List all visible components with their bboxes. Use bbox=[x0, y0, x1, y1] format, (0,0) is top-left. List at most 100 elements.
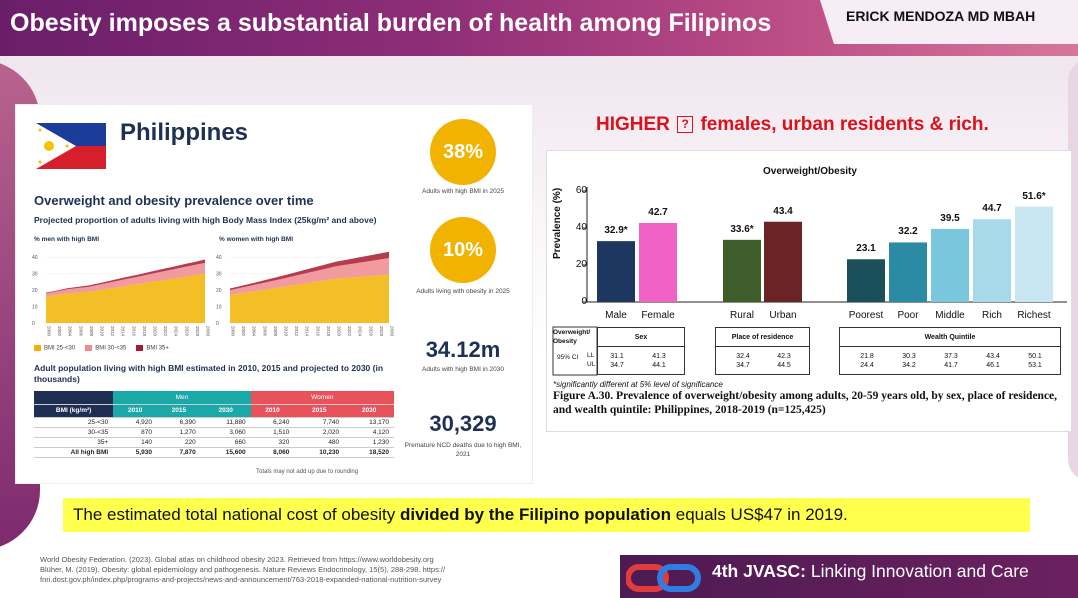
x-tick-label: 2012 bbox=[294, 326, 299, 337]
area-layer-1 bbox=[46, 262, 205, 297]
slide-title: Obesity imposes a substantial burden of … bbox=[10, 9, 772, 37]
y-tick-label: 20 bbox=[575, 259, 587, 270]
bar-value-label: 51.6* bbox=[1022, 190, 1046, 202]
legend-swatch bbox=[85, 345, 93, 351]
ci-value: 43.4 bbox=[986, 353, 1000, 360]
table-row: 25-<30 4,920 6,390 11,880 6,240 7,740 13,170 bbox=[34, 417, 394, 428]
bar-value-label: 23.1 bbox=[856, 243, 876, 255]
table-col-header: 2015 bbox=[294, 404, 345, 418]
x-tick-label: 2016 bbox=[315, 326, 320, 337]
x-tick-label: 2010 bbox=[100, 326, 105, 337]
ci-value: 44.5 bbox=[777, 362, 791, 369]
ci-value: 31.1 bbox=[610, 353, 624, 360]
category-label: Richest bbox=[1017, 310, 1051, 321]
table-col-header: BMI (kg/m²) bbox=[34, 404, 114, 418]
x-tick-label: 2022 bbox=[163, 326, 168, 337]
bar-value-label: 33.6* bbox=[730, 223, 754, 235]
bar-female bbox=[639, 223, 677, 302]
x-tick-label: 2004 bbox=[252, 326, 257, 337]
jvasc-logo-icon bbox=[626, 564, 701, 592]
stat-caption: Adults with high BMI in 2030 bbox=[421, 366, 505, 373]
infographic-panel: Philippines Overweight and obesity preva… bbox=[15, 104, 533, 484]
legend-item: BMI 35+ bbox=[136, 345, 169, 352]
ci-group-box: Place of residence 32.4 34.7 42.3 44.5 bbox=[715, 327, 810, 375]
ci-value: 24.4 bbox=[860, 362, 874, 369]
bar-poor bbox=[889, 242, 927, 302]
bar-poorest bbox=[847, 259, 885, 302]
area-chart-legend: BMI 25-<30 BMI 30-<35 BMI 35+ bbox=[34, 345, 179, 355]
table-footnote: Totals may not add up due to rounding bbox=[256, 469, 359, 475]
area-layer-0 bbox=[230, 274, 389, 323]
bar-value-label: 39.5 bbox=[940, 212, 960, 224]
women-header: Women bbox=[250, 391, 394, 405]
ci-bound-label: UL bbox=[587, 361, 596, 368]
ci-value: 41.3 bbox=[652, 353, 666, 360]
ci-group-box: Wealth Quintile 21.8 24.4 30.3 34.2 37.3 41.7 4… bbox=[839, 327, 1061, 375]
ci-bound-label: LL bbox=[587, 352, 595, 359]
significance-note: *significantly different at 5% level of … bbox=[553, 380, 723, 389]
ci-group-header: Wealth Quintile bbox=[840, 328, 1060, 347]
x-tick-label: 2004 bbox=[68, 326, 73, 337]
x-tick-label: 2030 bbox=[206, 326, 211, 337]
prevalence-title: Overweight and obesity prevalence over t… bbox=[34, 193, 314, 208]
category-label: Rich bbox=[981, 310, 1002, 321]
x-tick-label: 2008 bbox=[273, 326, 278, 337]
bar-value-label: 43.4 bbox=[773, 205, 793, 217]
adult-population-title: Adult population living with high BMI es… bbox=[34, 363, 384, 384]
table-col-header: 2030 bbox=[200, 404, 251, 418]
unknown-glyph-icon: ? bbox=[677, 116, 694, 133]
category-label: Rural bbox=[730, 310, 754, 321]
y-tick-label: 30 bbox=[216, 272, 222, 278]
stat-circle-high-bmi: 38% bbox=[430, 119, 496, 185]
y-tick-label: 30 bbox=[32, 272, 38, 278]
ci-value: 34.7 bbox=[736, 362, 750, 369]
men-chart-label: % men with high BMI bbox=[34, 236, 99, 243]
bar-urban bbox=[764, 221, 802, 302]
ci-label: 95% CI bbox=[557, 354, 579, 361]
bar-middle bbox=[931, 228, 969, 302]
prevalence-bar-chart: Overweight/Obesity Prevalence (%) *signi… bbox=[546, 150, 1072, 432]
country-title: Philippines bbox=[120, 119, 249, 146]
stat-caption: Premature NCD deaths due to high BMI, 20… bbox=[404, 442, 522, 458]
ci-value: 34.2 bbox=[902, 362, 916, 369]
y-tick-label: 0 bbox=[216, 321, 219, 327]
table-col-header: 2010 bbox=[113, 404, 158, 418]
x-tick-label: 2022 bbox=[347, 326, 352, 337]
y-tick-label: 0 bbox=[32, 321, 35, 327]
references: World Obesity Federation. (2023). Global… bbox=[40, 555, 570, 585]
ci-value: 46.1 bbox=[986, 362, 1000, 369]
author-box bbox=[820, 0, 1078, 44]
cost-highlight: The estimated total national cost of obe… bbox=[63, 498, 1030, 532]
x-tick-label: 2028 bbox=[379, 326, 384, 337]
ci-value: 21.8 bbox=[860, 353, 874, 360]
ci-group-header: Place of residence bbox=[716, 328, 809, 347]
x-tick-label: 2000 bbox=[47, 326, 52, 337]
x-tick-label: 2026 bbox=[368, 326, 373, 337]
ci-value: 53.1 bbox=[1028, 362, 1042, 369]
bar-value-label: 42.7 bbox=[648, 207, 668, 218]
ci-value: 30.3 bbox=[902, 353, 916, 360]
area-layer-2 bbox=[46, 259, 205, 294]
legend-swatch bbox=[34, 345, 41, 351]
bar-richest bbox=[1015, 206, 1053, 302]
stat-caption: Adults with high BMI in 2025 bbox=[421, 188, 505, 195]
legend-label: BMI 35+ bbox=[146, 345, 169, 352]
category-label: Poorest bbox=[848, 310, 884, 321]
x-tick-label: 2008 bbox=[89, 326, 94, 337]
figure-caption: Figure A.30. Prevalence of overweight/ob… bbox=[553, 390, 1058, 416]
men-header: Men bbox=[113, 391, 251, 405]
higher-statement: HIGHER ? females, urban residents & rich… bbox=[596, 114, 989, 135]
bar-male bbox=[597, 241, 635, 302]
x-tick-label: 2018 bbox=[142, 326, 147, 337]
x-tick-label: 2026 bbox=[184, 326, 189, 337]
y-tick-label: 60 bbox=[575, 185, 587, 196]
category-label: Female bbox=[641, 310, 675, 321]
category-label: Middle bbox=[935, 310, 965, 321]
category-label: Poor bbox=[897, 310, 919, 321]
prevalence-subtitle: Projected proportion of adults living wi… bbox=[34, 215, 377, 225]
area-layer-0 bbox=[46, 273, 205, 323]
x-tick-label: 2000 bbox=[231, 326, 236, 337]
x-tick-label: 2002 bbox=[241, 326, 246, 337]
